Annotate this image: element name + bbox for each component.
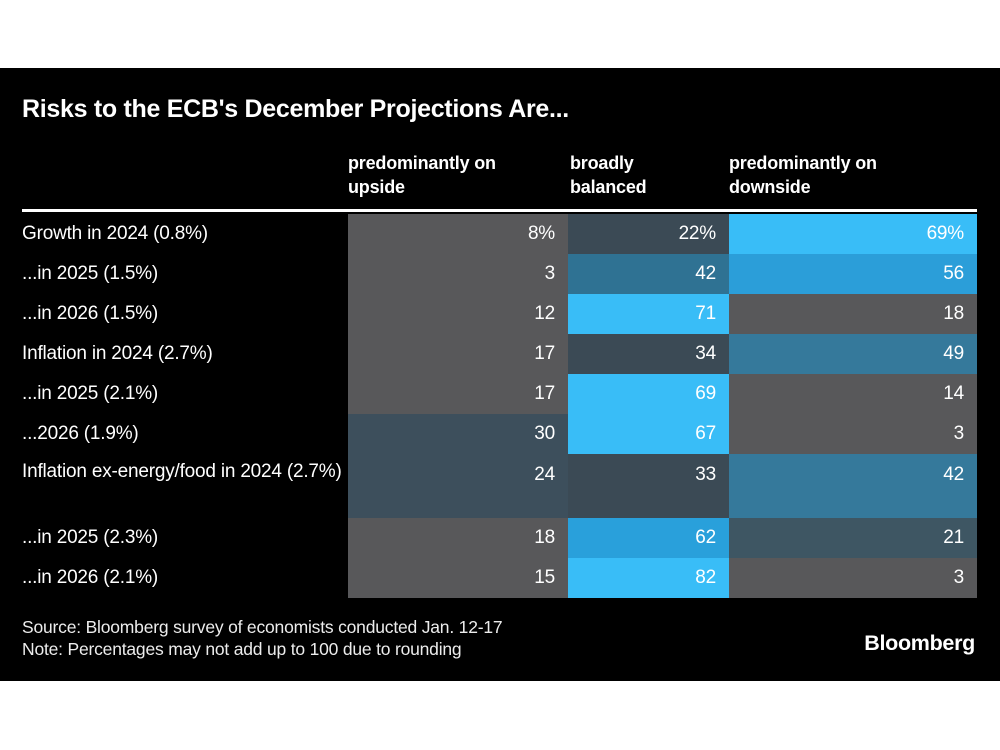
table-row: ...in 2025 (1.5%) 3 42 56 [22, 254, 977, 294]
column-header-line: broadly [570, 153, 634, 173]
column-header-line: predominantly on [729, 153, 877, 173]
source-text: Source: Bloomberg survey of economists c… [22, 617, 503, 637]
column-header-line: upside [348, 177, 405, 197]
header-divider-rule [22, 209, 977, 212]
row-label: ...in 2025 (1.5%) [22, 263, 159, 284]
table-row: ...2026 (1.9%) 30 67 3 [22, 414, 977, 454]
heatmap-cell: 21 [729, 518, 977, 558]
heatmap-cell: 82 [568, 558, 729, 598]
heatmap-cell: 3 [729, 558, 977, 598]
heatmap-cell: 42 [729, 454, 977, 518]
bloomberg-logo: Bloomberg [864, 631, 975, 655]
row-label: ...in 2026 (2.1%) [22, 567, 159, 588]
heatmap-cell: 14 [729, 374, 977, 414]
column-header-balanced: broadly balanced [570, 151, 647, 199]
table-row: Growth in 2024 (0.8%) 8% 22% 69% [22, 214, 977, 254]
chart-title: Risks to the ECB's December Projections … [22, 95, 569, 123]
table-row: ...in 2026 (2.1%) 15 82 3 [22, 558, 977, 598]
table-row: ...in 2025 (2.3%) 18 62 21 [22, 518, 977, 558]
footer-notes: Source: Bloomberg survey of economists c… [22, 616, 503, 660]
heatmap-cell: 42 [568, 254, 729, 294]
column-header-line: downside [729, 177, 811, 197]
heatmap-cell: 71 [568, 294, 729, 334]
heatmap-cell: 18 [348, 518, 568, 558]
chart-panel: Risks to the ECB's December Projections … [0, 68, 1000, 681]
heatmap-cell: 8% [348, 214, 568, 254]
column-header-upside: predominantly on upside [348, 151, 496, 199]
heatmap-cell: 18 [729, 294, 977, 334]
row-label: Growth in 2024 (0.8%) [22, 223, 208, 244]
row-label: Inflation ex-energy/food in 2024 (2.7%) [22, 461, 342, 482]
heatmap-cell: 49 [729, 334, 977, 374]
column-header-downside: predominantly on downside [729, 151, 877, 199]
row-label: ...in 2025 (2.3%) [22, 527, 159, 548]
heatmap-cell: 34 [568, 334, 729, 374]
heatmap-cell: 22% [568, 214, 729, 254]
heatmap-cell: 62 [568, 518, 729, 558]
heatmap-cell: 67 [568, 414, 729, 454]
heatmap-cell: 17 [348, 374, 568, 414]
table-row: Inflation in 2024 (2.7%) 17 34 49 [22, 334, 977, 374]
heatmap-cell: 56 [729, 254, 977, 294]
heatmap-cell: 3 [729, 414, 977, 454]
column-header-line: predominantly on [348, 153, 496, 173]
heatmap-cell: 17 [348, 334, 568, 374]
heatmap-cell: 30 [348, 414, 568, 454]
note-text: Note: Percentages may not add up to 100 … [22, 639, 462, 659]
row-label: ...in 2026 (1.5%) [22, 303, 159, 324]
table-row: Inflation ex-energy/food in 2024 (2.7%) … [22, 454, 977, 518]
table-row: ...in 2025 (2.1%) 17 69 14 [22, 374, 977, 414]
heatmap-table: Growth in 2024 (0.8%) 8% 22% 69% ...in 2… [22, 214, 977, 598]
row-label: ...2026 (1.9%) [22, 423, 139, 444]
heatmap-cell: 15 [348, 558, 568, 598]
heatmap-cell: 3 [348, 254, 568, 294]
row-label: ...in 2025 (2.1%) [22, 383, 159, 404]
heatmap-cell: 69% [729, 214, 977, 254]
heatmap-cell: 12 [348, 294, 568, 334]
column-header-line: balanced [570, 177, 647, 197]
table-row: ...in 2026 (1.5%) 12 71 18 [22, 294, 977, 334]
heatmap-cell: 24 [348, 454, 568, 518]
row-label: Inflation in 2024 (2.7%) [22, 343, 213, 364]
heatmap-cell: 69 [568, 374, 729, 414]
heatmap-cell: 33 [568, 454, 729, 518]
